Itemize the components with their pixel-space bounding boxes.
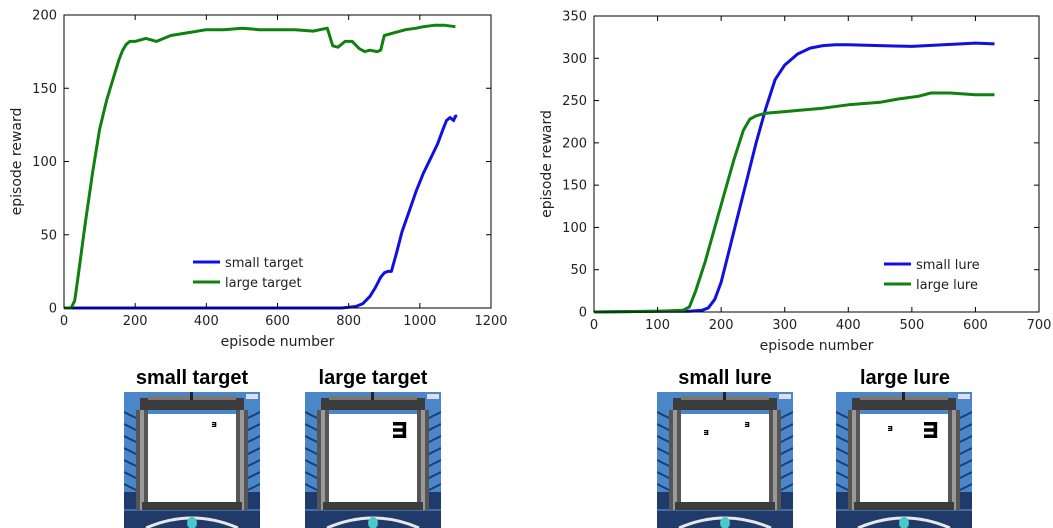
y-axis-label: episode reward (539, 110, 555, 218)
y-tick-label: 150 (562, 179, 587, 194)
avatar-icon (187, 517, 197, 528)
charts-canvas: 0 200 400 600 800 1000 1200050100150200episode… (9, 9, 1051, 355)
avatar-icon (368, 517, 378, 528)
panel-title-small-target: small target (136, 367, 249, 389)
y-tick-label: 50 (40, 228, 57, 243)
screenshot-large-target (305, 392, 441, 528)
y-tick-label: 0 (49, 302, 57, 317)
screenshot-large-lure (836, 392, 972, 528)
target-marker (745, 422, 750, 427)
avatar-icon (720, 517, 730, 528)
x-tick-label: 200 (123, 314, 148, 329)
chart-target: 0 200 400 600 800 1000 1200 0 50 100 150 200 episode… (9, 9, 508, 351)
x-tick-label: 0 (60, 314, 68, 329)
panel-title-large-lure: large lure (860, 367, 950, 389)
chart-lure: 0 100 200 300 400 500 600 700 0 50 100 150 200 250 300… (539, 10, 1051, 355)
x-tick-label: 1200 (474, 314, 507, 329)
target-marker (393, 422, 407, 438)
y-tick-label: 100 (32, 155, 57, 170)
x-tick-label: 300 (772, 318, 797, 333)
y-tick-label: 300 (562, 52, 587, 67)
y-tick-label: 50 (570, 263, 587, 278)
hud-readout (958, 394, 970, 399)
x-axis-label: episode number (760, 338, 874, 354)
plot-frame (593, 15, 1040, 313)
legend-label: large lure (916, 278, 978, 293)
x-tick-label: 1000 (403, 314, 436, 329)
y-axis-label: episode reward (9, 108, 25, 216)
series-line-small-lure (593, 41, 995, 314)
x-tick-label: 400 (836, 318, 861, 333)
panel-title-small-lure: small lure (678, 367, 771, 389)
panel-title-large-target: large target (319, 367, 428, 389)
x-tick-label: 200 (709, 318, 734, 333)
target-marker (924, 422, 938, 438)
x-tick-label: 600 (963, 318, 988, 333)
scene-screen (681, 414, 771, 504)
scene-screen (148, 414, 238, 504)
x-tick-label: 700 (1027, 318, 1052, 333)
y-tick-label: 200 (32, 9, 57, 24)
y-tick-label: 0 (579, 306, 587, 321)
legend-label: large target (225, 276, 302, 291)
hud-readout (779, 394, 791, 399)
y-tick-label: 350 (562, 10, 587, 25)
x-tick-label: 100 (645, 318, 670, 333)
series-line-large-target (64, 23, 456, 310)
legend-label: small target (225, 256, 303, 271)
series-line-large-lure (593, 91, 995, 314)
y-tick-label: 150 (32, 82, 57, 97)
x-tick-label: 0 (590, 318, 598, 333)
lure-marker (704, 430, 709, 435)
x-tick-label: 600 (265, 314, 290, 329)
target-marker (212, 422, 217, 427)
avatar-icon (899, 517, 909, 528)
panel-titles: small target large target small lure lar… (136, 367, 950, 389)
y-tick-label: 250 (562, 94, 587, 109)
x-tick-label: 400 (194, 314, 219, 329)
x-tick-label: 800 (336, 314, 361, 329)
x-tick-label: 500 (899, 318, 924, 333)
lure-marker (888, 426, 893, 431)
legend-label: small lure (916, 258, 980, 273)
screenshot-small-lure (657, 392, 793, 528)
y-tick-label: 100 (562, 221, 587, 236)
y-tick-label: 200 (562, 136, 587, 151)
screenshot-small-target (124, 392, 260, 528)
x-axis-label: episode number (221, 334, 335, 350)
hud-readout (246, 394, 258, 399)
hud-readout (427, 394, 439, 399)
